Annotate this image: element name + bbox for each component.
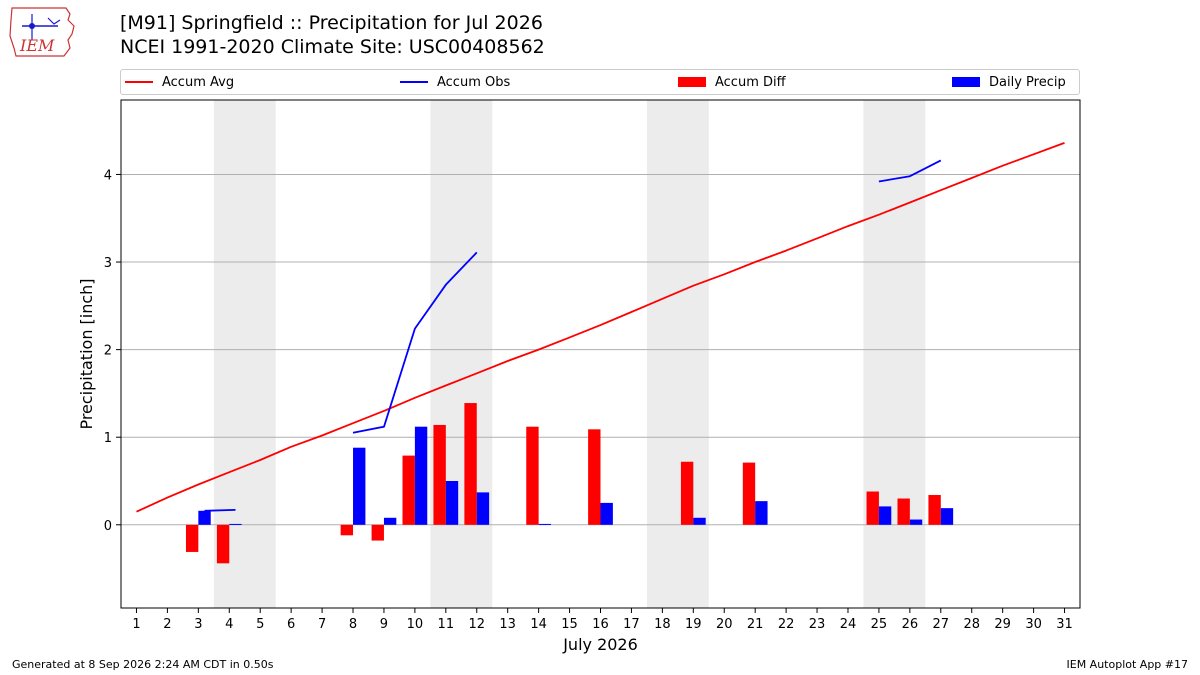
x-tick-label-22: 22 [778, 617, 795, 632]
x-tick-label-9: 9 [380, 617, 388, 632]
bar-daily-precip-day-9 [383, 517, 397, 525]
footer-app: IEM Autoplot App #17 [1066, 658, 1189, 671]
weekend-band-1 [213, 100, 276, 608]
footer-generated: Generated at 8 Sep 2026 2:24 AM CDT in 0… [12, 658, 274, 671]
x-tick-label-16: 16 [592, 617, 609, 632]
bar-daily-precip-day-25 [878, 506, 892, 525]
x-tick-label-11: 11 [438, 617, 455, 632]
bar-accum-diff-day-12 [464, 403, 477, 525]
x-tick-label-30: 30 [1025, 617, 1042, 632]
bar-daily-precip-day-12 [476, 492, 490, 525]
x-tick-label-3: 3 [194, 617, 202, 632]
x-tick-label-28: 28 [963, 617, 980, 632]
line-accum-obs [204, 159, 942, 512]
bar-daily-precip-day-26 [909, 519, 923, 525]
legend-item-accum-diff: Accum Diff [678, 70, 786, 94]
bar-accum-diff-day-4 [216, 524, 230, 564]
x-tick-label-12: 12 [468, 617, 485, 632]
legend-label-daily-precip: Daily Precip [989, 74, 1066, 90]
bar-daily-precip-day-14 [538, 523, 552, 525]
legend-label-accum-avg: Accum Avg [162, 74, 235, 90]
x-tick-label-17: 17 [623, 617, 640, 632]
x-tick-label-2: 2 [163, 617, 171, 632]
x-tick-label-27: 27 [933, 617, 950, 632]
bar-accum-diff-day-25 [866, 491, 879, 525]
bar-daily-precip-day-4 [229, 523, 242, 525]
bar-daily-precip-day-16 [600, 502, 613, 525]
bar-accum-diff-day-19 [680, 461, 694, 525]
bar-accum-diff-day-10 [402, 455, 415, 525]
x-tick-label-18: 18 [654, 617, 671, 632]
legend-swatch-accum-obs [400, 81, 428, 83]
x-tick-label-1: 1 [132, 617, 140, 632]
y-axis-label: Precipitation [inch] [77, 278, 96, 429]
x-tick-label-24: 24 [840, 617, 857, 632]
bar-accum-diff-day-3 [185, 524, 199, 552]
bar-accum-diff-day-14 [526, 426, 539, 525]
x-tick-label-4: 4 [225, 617, 233, 632]
y-tick-label-1: 1 [104, 431, 112, 446]
bar-daily-precip-day-10 [414, 426, 428, 525]
legend: Accum Avg Accum Obs Accum Diff Daily Pre… [120, 69, 1080, 95]
iem-logo: IEM [9, 7, 75, 57]
legend-swatch-accum-avg [125, 81, 153, 83]
x-tick-label-21: 21 [747, 617, 764, 632]
legend-swatch-daily-precip [952, 77, 980, 87]
chart-subtitle: NCEI 1991-2020 Climate Site: USC00408562 [120, 36, 545, 58]
x-tick-label-26: 26 [902, 617, 919, 632]
x-tick-label-23: 23 [809, 617, 826, 632]
x-tick-label-8: 8 [349, 617, 357, 632]
x-tick-label-25: 25 [871, 617, 888, 632]
x-tick-label-13: 13 [499, 617, 516, 632]
legend-item-accum-obs: Accum Obs [400, 70, 510, 94]
weekend-band-2 [430, 100, 493, 608]
bar-accum-diff-day-11 [433, 424, 446, 525]
bar-accum-diff-day-9 [371, 524, 384, 541]
legend-swatch-accum-diff [678, 77, 706, 87]
bar-accum-diff-day-8 [340, 524, 354, 536]
x-tick-label-29: 29 [994, 617, 1011, 632]
x-axis-label: July 2026 [562, 635, 638, 654]
x-tick-label-7: 7 [318, 617, 326, 632]
legend-label-accum-diff: Accum Diff [715, 74, 786, 90]
weekend-band-3 [646, 100, 709, 608]
bar-daily-precip-day-27 [940, 508, 954, 525]
y-tick-label-4: 4 [104, 168, 112, 183]
x-tick-label-10: 10 [407, 617, 424, 632]
bar-accum-diff-day-26 [897, 498, 910, 525]
y-tick-label-2: 2 [104, 344, 112, 359]
weekend-band-4 [863, 100, 926, 608]
bar-daily-precip-day-11 [445, 481, 459, 525]
x-tick-label-31: 31 [1056, 617, 1073, 632]
x-tick-label-14: 14 [530, 617, 547, 632]
x-tick-label-19: 19 [685, 617, 702, 632]
bar-daily-precip-day-21 [755, 501, 768, 525]
x-tick-label-5: 5 [256, 617, 264, 632]
x-tick-label-20: 20 [716, 617, 733, 632]
x-tick-label-15: 15 [561, 617, 578, 632]
bar-accum-diff-day-27 [928, 495, 941, 525]
legend-label-accum-obs: Accum Obs [437, 74, 511, 90]
x-tick-label-6: 6 [287, 617, 295, 632]
legend-item-accum-avg: Accum Avg [125, 70, 234, 94]
line-accum-avg [136, 142, 1065, 513]
logo-text: IEM [19, 36, 55, 55]
bar-daily-precip-day-3 [198, 510, 211, 525]
y-tick-label-0: 0 [104, 519, 112, 534]
bar-accum-diff-day-21 [742, 462, 756, 525]
bar-daily-precip-day-8 [353, 447, 366, 525]
bar-daily-precip-day-19 [693, 517, 706, 525]
y-tick-label-3: 3 [104, 256, 112, 271]
chart-title: [M91] Springfield :: Precipitation for J… [120, 12, 543, 34]
bar-accum-diff-day-16 [588, 429, 601, 525]
legend-item-daily-precip: Daily Precip [952, 70, 1066, 94]
